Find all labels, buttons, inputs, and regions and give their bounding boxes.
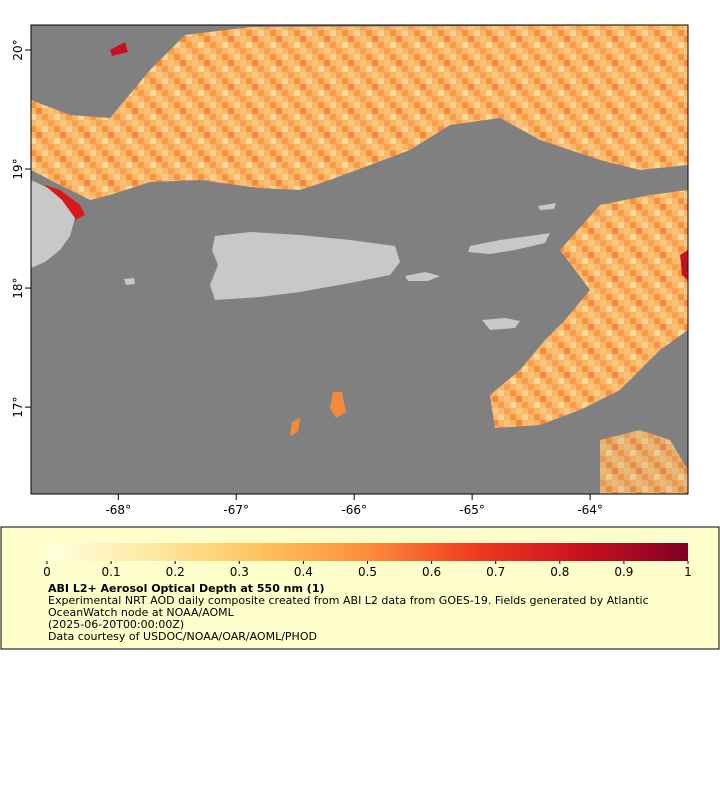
aerosol-hotspot — [45, 185, 85, 220]
land-mona — [124, 278, 135, 285]
colorbar-tick-label: 0.1 — [102, 565, 121, 579]
land-st-croix — [482, 318, 520, 330]
colorbar-tick-label: 0.4 — [294, 565, 313, 579]
aerosol-region — [600, 430, 688, 494]
x-tick-label: -66° — [341, 503, 367, 517]
y-tick-label: 18° — [11, 277, 25, 298]
colorbar: 0 0.1 0.2 0.3 0.4 0.5 0.6 0.7 0.8 0.9 1 — [43, 543, 692, 579]
y-tick-label: 19° — [11, 158, 25, 179]
colorbar-tick-label: 0.6 — [422, 565, 441, 579]
aerosol-region — [31, 25, 688, 200]
colorbar-tick-label: 0 — [43, 565, 51, 579]
axes: -68° -67° -66° -65° -64° 17° 18° 19° 20° — [11, 39, 603, 517]
aerosol-hotspot — [110, 42, 128, 56]
caption-time: (2025-06-20T00:00:00Z) — [48, 618, 185, 631]
map-layers — [31, 25, 688, 494]
x-tick-label: -64° — [577, 503, 603, 517]
aerosol-patch — [290, 418, 300, 436]
y-tick-label: 17° — [11, 396, 25, 417]
map-frame — [30, 24, 689, 495]
colorbar-scale — [47, 543, 688, 561]
colorbar-tick-label: 0.5 — [358, 565, 377, 579]
caption: ABI L2+ Aerosol Optical Depth at 550 nm … — [48, 583, 688, 643]
land-anegada — [538, 203, 556, 210]
caption-title: ABI L2+ Aerosol Optical Depth at 550 nm … — [48, 582, 325, 595]
x-tick-label: -67° — [223, 503, 249, 517]
y-tick-label: 20° — [11, 39, 25, 60]
colorbar-tick-label: 1 — [684, 565, 692, 579]
aerosol-patch — [330, 392, 346, 418]
x-tick-label: -68° — [105, 503, 131, 517]
aerosol-region — [490, 190, 688, 428]
land-puerto-rico — [210, 232, 400, 300]
colorbar-tick-label: 0.8 — [550, 565, 569, 579]
caption-description: Experimental NRT AOD daily composite cre… — [48, 594, 649, 619]
colorbar-tick-label: 0.3 — [230, 565, 249, 579]
land-virgin-islands — [468, 233, 550, 254]
x-tick-label: -65° — [459, 503, 485, 517]
aerosol-hotspot — [680, 250, 688, 280]
land-vieques — [405, 272, 440, 281]
caption-credit: Data courtesy of USDOC/NOAA/OAR/AOML/PHO… — [48, 630, 317, 643]
colorbar-tick-label: 0.9 — [614, 565, 633, 579]
colorbar-tick-label: 0.7 — [486, 565, 505, 579]
land-hispaniola — [31, 180, 75, 268]
colorbar-tick-label: 0.2 — [166, 565, 185, 579]
